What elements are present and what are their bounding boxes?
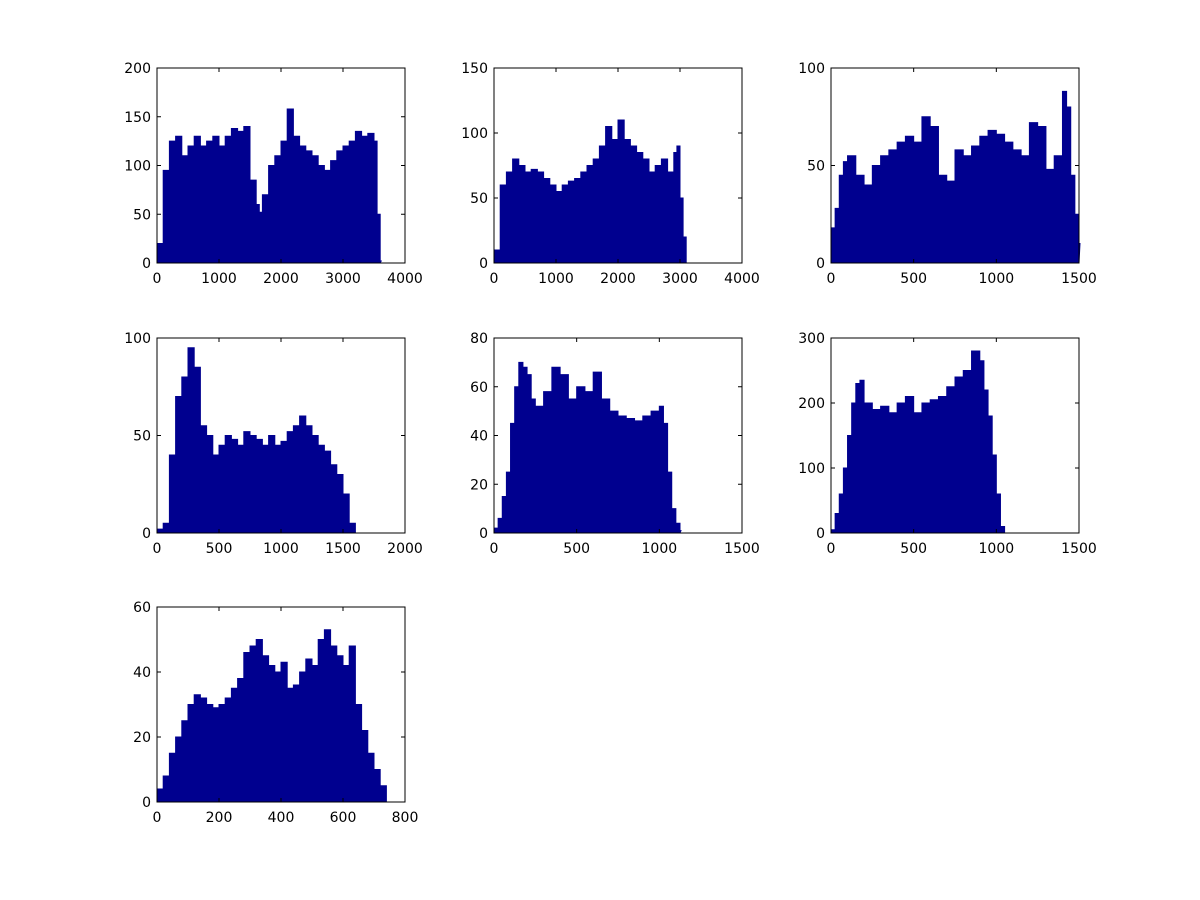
x-tick-label: 0 <box>153 271 162 287</box>
y-tick-label: 50 <box>133 429 151 445</box>
subplot-4: 0 500 1000 1500 2000 0 50 100 <box>124 331 423 557</box>
histogram-bars <box>830 90 1081 264</box>
x-tick-label: 500 <box>900 271 927 287</box>
x-tick-label: 4000 <box>387 271 423 287</box>
x-tick-label: 1000 <box>979 541 1015 557</box>
histogram-bars <box>493 361 682 534</box>
y-tick-label: 40 <box>133 665 151 681</box>
y-tick-label: 150 <box>461 61 488 77</box>
y-tick-label: 60 <box>470 380 488 396</box>
y-tick-label: 0 <box>816 256 825 272</box>
y-tick-label: 150 <box>124 110 151 126</box>
x-tick-label: 500 <box>900 541 927 557</box>
histogram-bars <box>156 347 357 534</box>
y-tick-label: 0 <box>142 256 151 272</box>
x-tick-label: 500 <box>206 541 233 557</box>
y-tick-label: 0 <box>479 256 488 272</box>
x-tick-label: 1000 <box>979 271 1015 287</box>
subplot-1: 0 1000 2000 3000 4000 0 50 100 150 200 <box>124 61 423 287</box>
x-tick-label: 1500 <box>724 541 760 557</box>
x-tick-label: 4000 <box>724 271 760 287</box>
y-tick-label: 100 <box>461 126 488 142</box>
subplot-7: 0 200 400 600 800 0 20 40 60 <box>133 600 418 826</box>
x-tick-label: 3000 <box>325 271 361 287</box>
x-tick-label: 2000 <box>600 271 636 287</box>
y-tick-label: 0 <box>479 526 488 542</box>
subplot-2: 0 1000 2000 3000 4000 0 50 100 150 <box>461 61 760 287</box>
x-tick-label: 1000 <box>263 541 299 557</box>
y-tick-label: 300 <box>798 331 825 347</box>
x-tick-label: 800 <box>392 810 419 826</box>
x-tick-label: 0 <box>827 271 836 287</box>
x-tick-label: 400 <box>268 810 295 826</box>
y-tick-label: 100 <box>798 61 825 77</box>
y-tick-label: 200 <box>798 396 825 412</box>
subplot-3: 0 500 1000 1500 0 50 100 <box>798 61 1097 287</box>
y-tick-label: 0 <box>816 526 825 542</box>
x-tick-label: 1000 <box>642 541 678 557</box>
x-tick-label: 200 <box>206 810 233 826</box>
y-tick-label: 200 <box>124 61 151 77</box>
y-tick-label: 100 <box>124 159 151 175</box>
x-tick-label: 1000 <box>538 271 574 287</box>
x-tick-label: 1500 <box>325 541 361 557</box>
histogram-bars <box>156 629 388 803</box>
y-tick-label: 20 <box>470 477 488 493</box>
x-tick-label: 0 <box>490 541 499 557</box>
histogram-bars <box>156 108 383 264</box>
x-tick-label: 1500 <box>1061 541 1097 557</box>
axes-box <box>830 337 1080 534</box>
x-tick-label: 600 <box>330 810 357 826</box>
x-tick-label: 3000 <box>662 271 698 287</box>
y-tick-label: 100 <box>124 331 151 347</box>
x-tick-label: 2000 <box>263 271 299 287</box>
x-tick-label: 1000 <box>201 271 237 287</box>
subplot-6: 0 500 1000 1500 0 100 200 300 <box>798 331 1097 557</box>
y-tick-label: 0 <box>142 526 151 542</box>
y-tick-label: 50 <box>133 207 151 223</box>
histogram-bars <box>493 119 688 264</box>
y-tick-label: 40 <box>470 429 488 445</box>
y-tick-label: 20 <box>133 730 151 746</box>
y-tick-label: 50 <box>807 159 825 175</box>
y-tick-label: 50 <box>470 191 488 207</box>
x-tick-label: 0 <box>827 541 836 557</box>
x-tick-label: 500 <box>563 541 590 557</box>
x-tick-label: 1500 <box>1061 271 1097 287</box>
x-tick-label: 0 <box>153 541 162 557</box>
y-tick-label: 80 <box>470 331 488 347</box>
y-tick-label: 60 <box>133 600 151 616</box>
y-tick-label: 100 <box>798 461 825 477</box>
x-tick-label: 0 <box>490 271 499 287</box>
x-tick-label: 2000 <box>387 541 423 557</box>
histogram-bars <box>830 350 1006 534</box>
y-tick-label: 0 <box>142 795 151 811</box>
subplot-5: 0 500 1000 1500 0 20 40 60 80 <box>470 331 760 557</box>
x-tick-label: 0 <box>153 810 162 826</box>
